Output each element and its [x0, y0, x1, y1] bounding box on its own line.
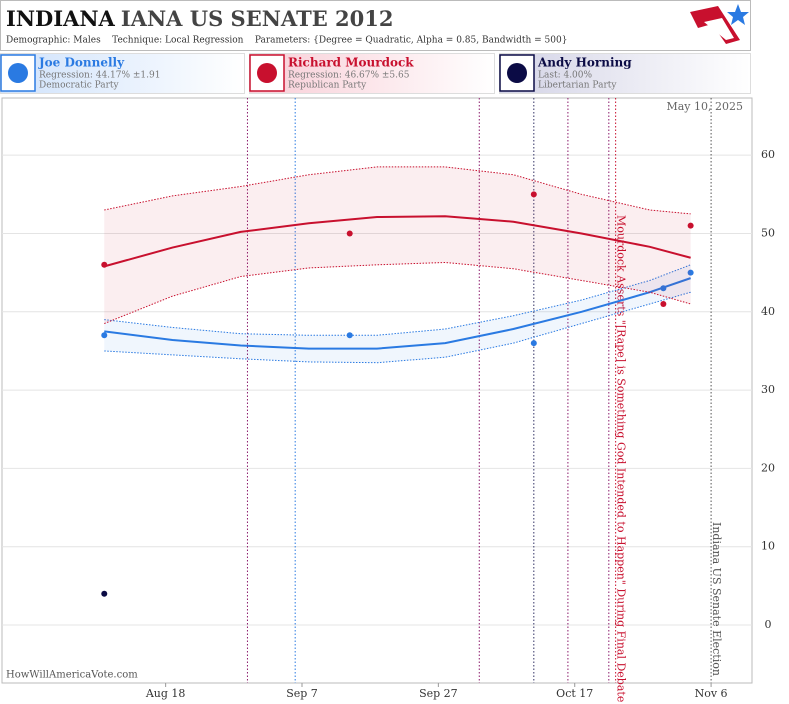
date-note: May 10, 2025: [666, 100, 743, 113]
legend-swatch: [8, 63, 28, 83]
legend-name: Joe Donnelly: [38, 56, 125, 70]
credit: HowWillAmericaVote.com: [6, 670, 138, 681]
legend-stat: Last: 4.00%: [538, 71, 593, 81]
x-tick-label: Aug 18: [145, 687, 186, 700]
legend-stat: Regression: 46.67% ±5.65: [288, 71, 410, 81]
title: INDIANA IANA US SENATE 2012: [6, 6, 393, 31]
legend-stat: Regression: 44.17% ±1.91: [39, 71, 160, 81]
fit-line: [104, 277, 691, 350]
poll-point: [101, 261, 108, 268]
band-lower: [104, 291, 691, 364]
poll-point: [530, 191, 537, 198]
band-fill: [104, 166, 691, 324]
x-tick-label: Sep 7: [286, 687, 318, 700]
fit-line: [104, 215, 691, 268]
y-tick-label: 40: [761, 305, 775, 318]
y-tick-label: 60: [761, 148, 775, 161]
legend-party: Democratic Party: [39, 81, 120, 91]
poll-point: [101, 590, 108, 597]
event-label: Mourdock Asserts "[Rape] is Something Go…: [615, 215, 628, 702]
x-tick-label: Sep 27: [419, 687, 458, 700]
y-tick-label: 30: [761, 383, 775, 396]
legend-box: [499, 53, 751, 94]
title-state: INDIANA: [6, 6, 116, 31]
poll-point: [101, 332, 108, 339]
legend-box: [0, 53, 245, 94]
legend-name: Andy Horning: [537, 56, 632, 70]
legend-swatch: [507, 63, 527, 83]
y-tick-label: 10: [761, 540, 775, 553]
title-rest: IANA US SENATE 2012: [121, 6, 394, 31]
poll-point: [660, 285, 667, 292]
poll-point: [346, 332, 353, 339]
poll-point: [530, 340, 537, 347]
band-lower: [104, 261, 691, 325]
band-upper: [104, 166, 691, 215]
poll-point: [660, 300, 667, 307]
legend-party: Libertarian Party: [538, 81, 617, 91]
legend-party: Republican Party: [288, 81, 367, 91]
band-fill: [104, 264, 691, 363]
y-tick-label: 20: [761, 461, 775, 474]
band-upper: [104, 264, 691, 336]
x-tick-label: Oct 17: [556, 687, 593, 700]
poll-point: [687, 269, 694, 276]
poll-point: [687, 222, 694, 229]
logo: [690, 4, 749, 44]
x-tick-label: Nov 6: [695, 687, 728, 700]
subtitle: Demographic: Males Technique: Local Regr…: [6, 36, 567, 46]
y-tick-label: 50: [761, 226, 775, 239]
legend-swatch: [257, 63, 277, 83]
header-box: [0, 0, 751, 51]
legend-name: Richard Mourdock: [288, 56, 414, 70]
y-tick-label: 0: [765, 618, 772, 631]
event-label: Indiana US Senate Election: [710, 522, 723, 676]
poll-point: [346, 230, 353, 237]
legend-box: [249, 53, 495, 94]
